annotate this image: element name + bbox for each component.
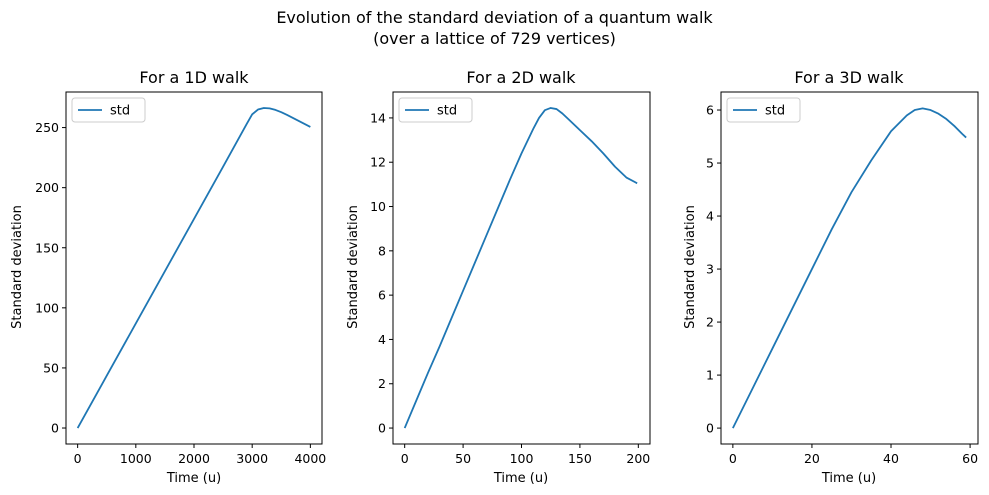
x-tick-label: 60: [962, 451, 978, 466]
y-tick-label: 200: [35, 180, 59, 195]
figure-title-line2: (over a lattice of 729 vertices): [373, 29, 616, 48]
x-tick-label: 0: [401, 451, 409, 466]
y-tick-label: 4: [378, 332, 386, 347]
subplot-2d: For a 2D walk Time (u) Standard deviatio…: [346, 68, 651, 486]
legend-box: [71, 97, 146, 123]
y-tick-label: 8: [378, 243, 386, 258]
legend-label: std: [765, 104, 785, 119]
y-axis-label: Standard deviation: [346, 205, 361, 329]
y-tick-label: 1: [706, 368, 714, 383]
subplot-1d: For a 1D walk Time (u) Standard deviatio…: [10, 68, 326, 486]
subplot-title: For a 3D walk: [794, 68, 904, 87]
axes-frame: [720, 91, 979, 445]
series-line-std: [403, 107, 638, 429]
y-tick-label: 100: [35, 300, 59, 315]
y-tick-label: 250: [35, 120, 59, 135]
y-tick-label: 0: [378, 421, 386, 436]
y-tick-label: 0: [51, 421, 59, 436]
subplot-title: For a 1D walk: [139, 68, 249, 87]
x-tick-label: 100: [510, 451, 534, 466]
legend-box: [398, 97, 473, 123]
x-tick-label: 0: [74, 451, 82, 466]
legend-box: [726, 97, 801, 123]
y-axis-label: Standard deviation: [10, 205, 25, 329]
x-tick-label: 200: [626, 451, 650, 466]
x-tick-label: 3000: [236, 451, 268, 466]
x-tick-label: 50: [455, 451, 471, 466]
x-axis-label: Time (u): [166, 471, 221, 486]
x-tick-label: 20: [804, 451, 820, 466]
y-axis-label: Standard deviation: [683, 205, 698, 329]
y-tick-label: 10: [370, 199, 386, 214]
legend-label: std: [437, 104, 457, 119]
y-tick-label: 4: [706, 209, 714, 224]
series-line-std: [76, 107, 311, 429]
y-tick-label: 5: [706, 156, 714, 171]
y-tick-label: 3: [706, 262, 714, 277]
legend-label: std: [110, 104, 130, 119]
subplot-title: For a 2D walk: [466, 68, 576, 87]
y-tick-label: 12: [370, 155, 386, 170]
series-line-std: [732, 107, 967, 429]
y-tick-label: 6: [378, 288, 386, 303]
x-tick-label: 1000: [120, 451, 152, 466]
x-tick-label: 4000: [294, 451, 326, 466]
y-tick-label: 14: [370, 110, 386, 125]
x-axis-label: Time (u): [493, 471, 548, 486]
subplot-3d: For a 3D walk Time (u) Standard deviatio…: [683, 68, 979, 486]
x-tick-label: 0: [729, 451, 737, 466]
y-tick-label: 6: [706, 103, 714, 118]
x-tick-label: 150: [568, 451, 592, 466]
figure-title-line1: Evolution of the standard deviation of a…: [276, 8, 713, 27]
y-tick-label: 50: [43, 360, 59, 375]
y-tick-label: 150: [35, 240, 59, 255]
y-tick-label: 2: [706, 315, 714, 330]
x-tick-label: 40: [883, 451, 899, 466]
x-axis-label: Time (u): [821, 471, 876, 486]
y-tick-label: 0: [706, 421, 714, 436]
x-tick-label: 2000: [178, 451, 210, 466]
y-tick-label: 2: [378, 376, 386, 391]
